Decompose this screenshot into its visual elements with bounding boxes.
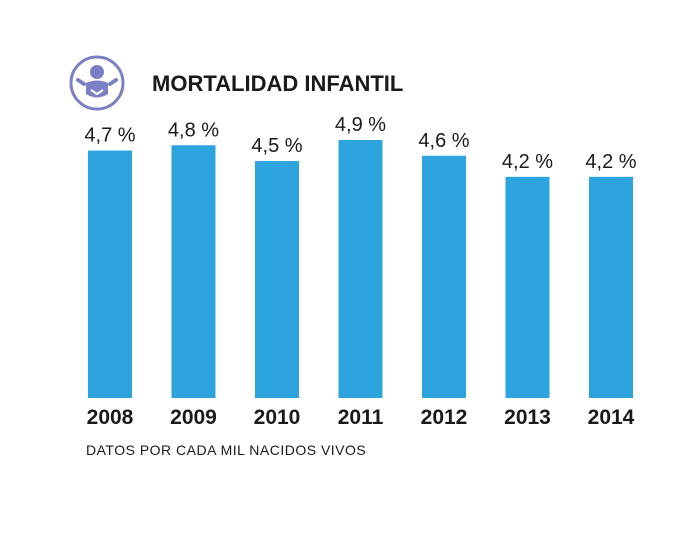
year-labels: 2008 2009 2010 2011 2012 2013 2014 <box>87 406 635 429</box>
footnote: DATOS POR CADA MIL NACIDOS VIVOS <box>86 442 366 458</box>
year-label-2014: 2014 <box>588 406 635 429</box>
value-label-2010: 4,5 % <box>251 135 302 157</box>
year-label-2013: 2013 <box>504 406 551 429</box>
value-label-2014: 4,2 % <box>585 151 636 173</box>
bar-2013 <box>505 176 550 398</box>
chart-title: MORTALIDAD INFANTIL <box>152 71 403 96</box>
bars <box>88 140 633 398</box>
bar-2011 <box>338 140 383 398</box>
year-label-2011: 2011 <box>338 406 384 429</box>
year-label-2010: 2010 <box>254 406 301 429</box>
year-label-2009: 2009 <box>170 406 217 429</box>
value-label-2012: 4,6 % <box>418 130 469 152</box>
value-label-2008: 4,7 % <box>84 125 135 147</box>
bar-2008 <box>88 150 132 398</box>
value-labels: 4,7 % 4,8 % 4,5 % 4,9 % 4,6 % 4,2 % 4,2 % <box>84 114 636 173</box>
bar-2010 <box>255 161 299 398</box>
bar-2009 <box>171 145 216 398</box>
baby-icon <box>69 55 125 111</box>
value-label-2009: 4,8 % <box>168 119 219 141</box>
value-label-2013: 4,2 % <box>502 151 553 173</box>
bar-2012 <box>422 155 466 398</box>
year-label-2012: 2012 <box>421 406 468 429</box>
value-label-2011: 4,9 % <box>335 114 386 136</box>
bar-2014 <box>589 176 633 398</box>
year-label-2008: 2008 <box>87 406 134 429</box>
